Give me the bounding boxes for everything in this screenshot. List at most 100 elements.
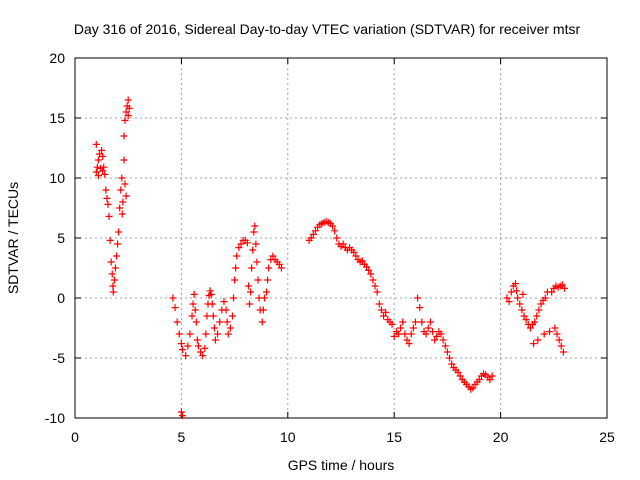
data-point <box>433 332 441 340</box>
data-point <box>535 306 543 314</box>
data-point <box>263 288 271 296</box>
data-point <box>429 328 437 336</box>
data-point <box>191 306 199 314</box>
x-tick-label: 10 <box>280 429 296 445</box>
data-point <box>194 342 202 350</box>
data-point <box>422 330 430 338</box>
data-point <box>530 340 538 348</box>
data-point <box>177 340 185 348</box>
y-tick-label: -5 <box>53 350 66 366</box>
data-point <box>122 192 130 200</box>
data-point <box>259 306 267 314</box>
data-point <box>358 257 366 265</box>
data-point <box>403 336 411 344</box>
data-point <box>106 236 114 244</box>
data-point <box>178 346 186 354</box>
data-point <box>230 294 238 302</box>
data-point <box>519 290 527 298</box>
data-point <box>486 376 494 384</box>
data-point <box>448 360 456 368</box>
data-point <box>108 270 116 278</box>
data-point <box>173 318 181 326</box>
data-point <box>178 412 186 420</box>
data-point <box>516 300 524 308</box>
data-point <box>116 204 124 212</box>
data-point <box>373 288 381 296</box>
data-point <box>514 294 522 302</box>
data-point <box>92 140 100 148</box>
data-point <box>511 280 519 288</box>
data-point <box>333 234 341 242</box>
x-tick-label: 20 <box>493 429 509 445</box>
data-point <box>454 368 462 376</box>
data-point <box>184 342 192 350</box>
data-point <box>120 156 128 164</box>
data-point <box>522 316 530 324</box>
data-point <box>369 276 377 284</box>
data-point <box>92 168 100 176</box>
data-point <box>226 324 234 332</box>
x-tick-label: 15 <box>386 429 402 445</box>
x-tick-label: 25 <box>599 429 615 445</box>
data-point <box>541 294 549 302</box>
data-point <box>207 290 215 298</box>
data-point <box>275 260 283 268</box>
data-point <box>328 222 336 230</box>
data-point <box>339 240 347 248</box>
data-point <box>264 276 272 284</box>
data-point <box>513 287 521 295</box>
data-point <box>93 163 101 171</box>
data-point <box>192 318 200 326</box>
data-point <box>411 318 419 326</box>
data-point <box>98 146 106 154</box>
data-point <box>214 330 222 338</box>
grid <box>75 58 607 418</box>
data-point <box>171 304 179 312</box>
data-point <box>367 270 375 278</box>
y-tick-label: 0 <box>57 290 65 306</box>
data-point <box>399 318 407 326</box>
x-axis-label: GPS time / hours <box>288 457 395 473</box>
data-point <box>551 324 559 332</box>
data-point <box>111 264 119 272</box>
data-point <box>125 104 133 112</box>
data-point <box>186 330 194 338</box>
data-point <box>105 212 113 220</box>
data-point <box>394 330 402 338</box>
data-point <box>99 167 107 175</box>
data-point <box>248 264 256 272</box>
data-point <box>475 376 483 384</box>
data-point <box>109 282 117 290</box>
data-point <box>397 324 405 332</box>
data-point <box>124 112 132 120</box>
data-point <box>119 198 127 206</box>
data-point <box>534 336 542 344</box>
data-point <box>190 290 198 298</box>
data-point <box>209 312 217 320</box>
axes-ticks: 0 5 10 15 20 25 -10 -5 0 5 10 15 20 <box>45 50 615 445</box>
data-point <box>407 330 415 338</box>
data-point <box>206 287 214 295</box>
data-point <box>559 348 567 356</box>
data-point <box>250 228 258 236</box>
data-point <box>122 108 130 116</box>
data-point <box>117 186 125 194</box>
data-point <box>188 312 196 320</box>
data-point <box>124 96 132 104</box>
data-point <box>443 348 451 356</box>
x-tick-label: 0 <box>71 429 79 445</box>
data-point <box>237 240 245 248</box>
data-point <box>350 248 358 256</box>
data-point <box>223 318 231 326</box>
data-point <box>249 246 257 254</box>
data-point <box>441 342 449 350</box>
data-point <box>505 298 513 306</box>
data-point <box>99 152 107 160</box>
data-point <box>169 294 177 302</box>
data-point <box>265 264 273 272</box>
data-point <box>277 264 285 272</box>
chart-title: Day 316 of 2016, Sidereal Day-to-day VTE… <box>74 21 581 37</box>
data-point <box>222 306 230 314</box>
data-point <box>208 300 216 308</box>
data-point <box>102 186 110 194</box>
